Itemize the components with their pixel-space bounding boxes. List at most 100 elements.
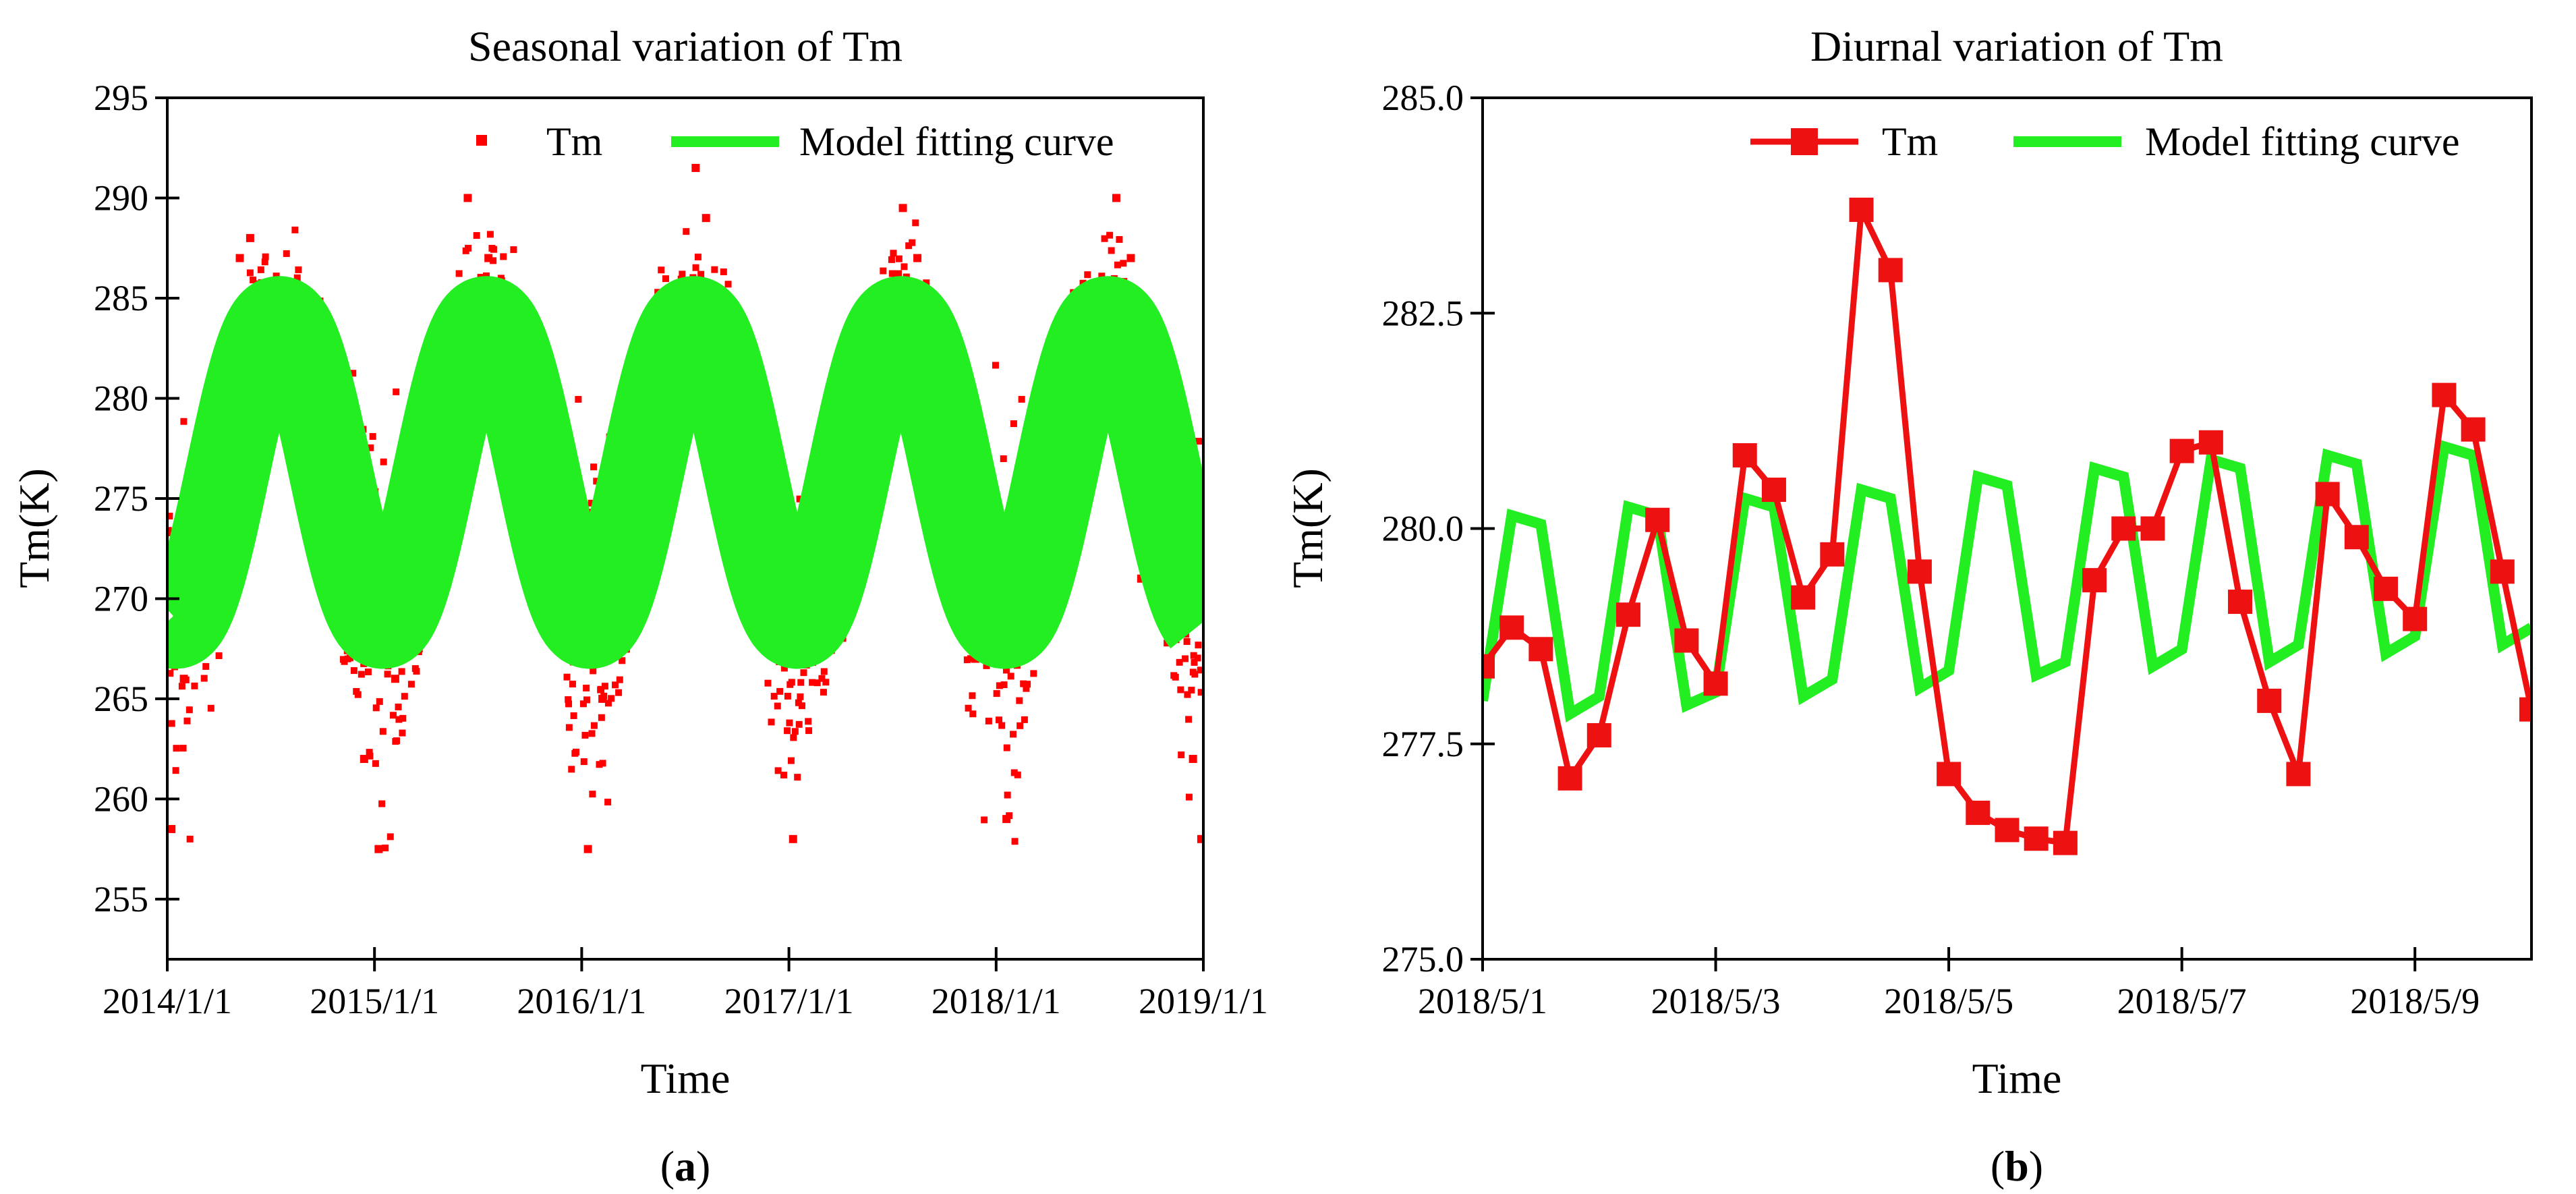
data-point-tm xyxy=(1703,671,1728,696)
plot-area xyxy=(1483,198,2531,855)
data-point-tm xyxy=(774,702,781,710)
data-point-tm xyxy=(913,254,922,262)
data-point-tm xyxy=(167,527,172,534)
data-point-tm xyxy=(616,676,623,683)
data-point-tm xyxy=(563,673,571,681)
data-point-tm xyxy=(820,668,828,675)
data-point-tm xyxy=(780,771,788,778)
data-point-tm xyxy=(598,685,605,693)
y-tick-label: 295 xyxy=(94,78,148,118)
data-point-tm xyxy=(455,270,463,277)
data-point-tm xyxy=(795,720,803,728)
data-point-tm xyxy=(378,800,386,807)
data-point-tm xyxy=(797,693,804,700)
data-point-tm xyxy=(2490,559,2515,584)
data-point-tm xyxy=(382,845,389,852)
y-tick-label: 265 xyxy=(94,679,148,719)
data-point-tm xyxy=(483,272,490,279)
data-point-tm xyxy=(1010,420,1017,428)
data-point-tm xyxy=(1499,615,1524,640)
data-point-tm xyxy=(1000,681,1008,689)
data-point-tm xyxy=(1586,722,1611,747)
y-tick-label: 285 xyxy=(94,278,148,318)
data-point-tm xyxy=(167,824,176,833)
data-point-tm xyxy=(1182,655,1189,662)
data-point-tm xyxy=(1108,247,1115,254)
data-point-tm xyxy=(1010,769,1018,776)
data-point-tm xyxy=(2053,830,2078,855)
data-point-tm xyxy=(500,253,507,260)
chart-diurnal: Diurnal variation of Tm 275.0277.5280.02… xyxy=(1284,22,2533,1190)
data-point-tm xyxy=(1791,585,1816,610)
data-point-tm xyxy=(691,163,700,172)
data-point-tm xyxy=(1557,766,1582,791)
data-point-tm xyxy=(1966,800,1991,825)
legend-label-model: Model fitting curve xyxy=(799,119,1114,164)
data-point-tm xyxy=(818,675,826,682)
data-point-tm xyxy=(1176,658,1183,666)
data-point-tm xyxy=(283,250,290,257)
series-line-model xyxy=(167,276,1203,669)
data-point-tm xyxy=(185,706,193,714)
data-point-tm xyxy=(900,263,908,271)
y-tick-label: 275 xyxy=(94,478,148,519)
data-point-tm xyxy=(1185,716,1193,723)
data-point-tm xyxy=(1197,666,1203,674)
data-point-tm xyxy=(401,693,408,700)
data-point-tm xyxy=(1003,744,1010,751)
data-point-tm xyxy=(366,752,374,760)
x-tick-label: 2019/1/1 xyxy=(1139,981,1268,1021)
data-point-tm xyxy=(797,679,805,686)
data-point-tm xyxy=(1195,438,1203,445)
data-point-tm xyxy=(1194,654,1201,662)
data-point-tm xyxy=(2519,697,2531,722)
data-point-tm xyxy=(1098,273,1106,280)
data-point-tm xyxy=(2344,525,2369,550)
data-point-tm xyxy=(583,684,590,691)
data-point-tm xyxy=(1191,658,1198,666)
data-point-tm xyxy=(1195,642,1202,649)
data-point-tm xyxy=(341,658,348,665)
data-point-tm xyxy=(262,253,269,260)
data-point-tm xyxy=(612,681,619,689)
data-point-tm xyxy=(1483,654,1495,679)
data-point-tm xyxy=(604,700,612,707)
data-point-tm xyxy=(890,250,897,257)
data-point-tm xyxy=(1116,235,1123,243)
data-point-tm xyxy=(490,257,497,264)
data-point-tm xyxy=(2111,516,2136,541)
chart-title: Diurnal variation of Tm xyxy=(1810,22,2223,70)
data-point-tm xyxy=(1191,671,1199,678)
data-point-tm xyxy=(909,239,916,246)
data-point-tm xyxy=(983,662,990,669)
data-point-tm xyxy=(1023,685,1030,692)
data-point-tm xyxy=(186,835,194,843)
plot-frame xyxy=(166,96,1205,961)
data-point-tm xyxy=(384,671,391,678)
data-point-tm xyxy=(800,669,807,677)
data-point-tm xyxy=(923,279,930,287)
data-point-tm xyxy=(257,266,264,273)
data-point-tm xyxy=(805,718,812,725)
data-point-tm xyxy=(347,654,354,662)
data-point-tm xyxy=(692,264,699,271)
data-point-tm xyxy=(2082,568,2107,593)
data-point-tm xyxy=(200,675,208,682)
data-point-tm xyxy=(372,760,379,767)
data-point-tm xyxy=(965,704,972,712)
data-point-tm xyxy=(604,798,612,805)
data-point-tm xyxy=(608,695,615,702)
data-point-tm xyxy=(996,716,1003,724)
data-point-tm xyxy=(465,244,472,252)
data-point-tm xyxy=(1849,198,1874,223)
data-point-tm xyxy=(1188,687,1195,694)
x-tick-label: 2018/5/3 xyxy=(1651,981,1781,1021)
data-point-tm xyxy=(207,704,214,712)
data-point-tm xyxy=(596,761,603,768)
data-point-tm xyxy=(376,698,383,705)
x-tick-label: 2018/1/1 xyxy=(932,981,1061,1021)
data-point-tm xyxy=(888,270,896,277)
data-point-tm xyxy=(393,388,400,395)
data-point-tm xyxy=(583,696,590,704)
data-point-tm xyxy=(2024,826,2049,851)
